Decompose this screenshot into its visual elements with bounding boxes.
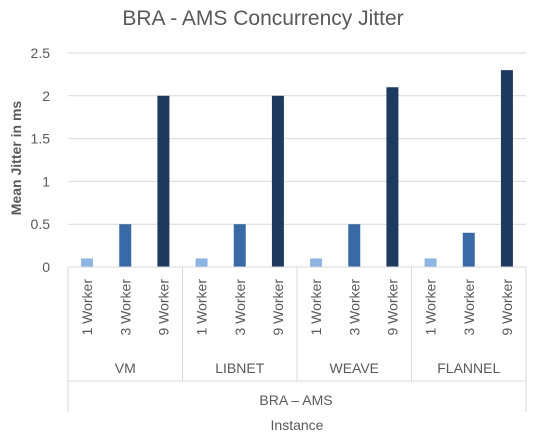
bar [195,258,208,267]
bar [81,258,94,267]
bars [81,70,513,268]
x-tick-label: 3 Worker [461,279,477,336]
bar [157,95,170,267]
x-tick-label: 1 Worker [194,279,210,336]
y-tick-label: 2.5 [31,45,51,61]
bar [348,224,361,267]
gridlines [68,52,526,225]
bar [386,87,399,268]
bar [462,232,475,267]
x-tick-label: 3 Worker [232,279,248,336]
y-tick-label: 0.5 [31,216,51,232]
y-axis-label: Mean Jitter in ms [8,101,24,216]
x-tick-label: 9 Worker [384,279,400,336]
x-tick-label: 1 Worker [308,279,324,336]
y-tick-label: 1.5 [31,131,51,147]
x-tick-label: 9 Worker [499,279,515,336]
bar [271,95,284,267]
chart-title: BRA - AMS Concurrency Jitter [122,7,403,30]
group-label: LIBNET [215,360,264,376]
x-tick-label: 3 Worker [346,279,362,336]
bar [310,258,323,267]
bar [424,258,437,267]
x-axis-label: Instance [271,417,324,433]
x-tick-label: 9 Worker [270,279,286,336]
group-label: WEAVE [329,360,379,376]
axes [67,266,527,412]
group-label: FLANNEL [437,360,500,376]
bar [233,224,246,267]
bar [500,70,513,268]
x-tick-label: 9 Worker [155,279,171,336]
x-tick-label: 3 Worker [117,279,133,336]
tick-labels: 0 0.5 1 1.5 2 2.5 1 Worker 3 Worker 9 Worker VM 1 … [31,45,515,376]
x-tick-label: 1 Worker [79,279,95,336]
x-tick-label: 1 Worker [423,279,439,336]
outer-group-label: BRA – AMS [259,392,332,408]
y-tick-label: 2 [42,88,50,104]
group-label: VM [115,360,136,376]
y-tick-label: 1 [42,173,50,189]
bar [119,224,132,267]
y-tick-label: 0 [42,259,50,275]
